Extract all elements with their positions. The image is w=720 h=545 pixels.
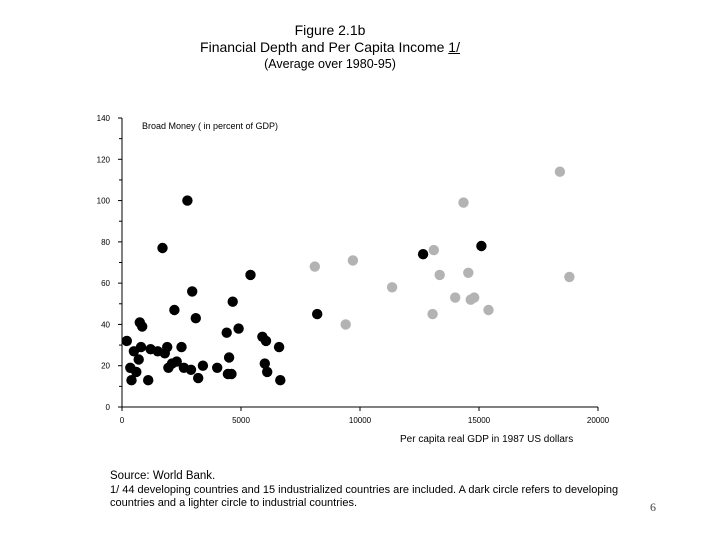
y-axis-label: Broad Money ( in percent of GDP) <box>142 121 278 131</box>
industrial-country-point <box>386 282 398 293</box>
x-tick-label: 0 <box>120 416 125 425</box>
y-tick-label: 0 <box>106 403 111 412</box>
developing-country-point <box>312 308 323 320</box>
y-tick-label: 80 <box>101 238 110 247</box>
developing-country-point <box>135 341 147 353</box>
figure-title: Financial Depth and Per Capita Income 1/ <box>0 39 660 56</box>
footnote-reference: 1/ <box>448 39 460 55</box>
developing-country-point <box>226 368 237 380</box>
y-tick-label: 60 <box>101 279 110 288</box>
x-axis-label: Per capita real GDP in 1987 US dollars <box>400 434 573 445</box>
industrial-country-point <box>463 267 474 278</box>
industrial-country-point <box>347 255 359 266</box>
developing-country-point <box>185 364 197 375</box>
axes-layer: 0 20 40 60 80 100 120 140 0 5000 10000 15000 20000 Br… <box>97 114 610 445</box>
developing-country-point <box>223 352 235 363</box>
developing-country-point <box>171 356 182 367</box>
industrial-country-point <box>469 292 480 303</box>
developing-country-point <box>212 362 223 373</box>
source-line: Source: World Bank. <box>110 470 216 482</box>
industrial-country-point <box>483 304 494 316</box>
source-notes: Source: World Bank. 1/ 44 developing cou… <box>110 470 630 510</box>
industrial-country-point <box>434 269 445 281</box>
developing-country-point <box>227 296 238 307</box>
developing-country-point <box>126 375 137 386</box>
developing-country-point <box>221 327 232 338</box>
developing-country-point <box>143 375 154 386</box>
developing-country-point <box>197 360 209 371</box>
developing-country-point <box>121 335 132 347</box>
figure-period: (Average over 1980-95) <box>264 57 396 71</box>
y-tick-label: 40 <box>101 320 110 329</box>
industrial-country-point <box>309 261 320 272</box>
industrial-country-point <box>340 319 351 330</box>
figure-number: Figure 2.1b <box>294 22 366 38</box>
developing-country-point <box>275 375 286 386</box>
developing-country-point <box>262 366 273 378</box>
developing-country-point <box>137 321 148 332</box>
developing-country-point <box>193 372 204 384</box>
developing-country-point <box>182 195 193 206</box>
developing-country-point <box>176 341 187 353</box>
developing-country-point <box>157 242 168 254</box>
developing-country-point <box>190 313 201 324</box>
y-tick-label: 20 <box>101 362 110 371</box>
industrial-country-point <box>564 271 575 283</box>
x-tick-label: 20000 <box>587 416 610 425</box>
industrial-country-point <box>428 244 439 256</box>
y-tick-label: 120 <box>97 155 111 164</box>
developing-country-point <box>169 304 180 316</box>
industrial-country-point <box>554 166 566 177</box>
industrial-country-point <box>427 308 438 320</box>
x-tick-label: 10000 <box>349 416 372 425</box>
developing-country-point <box>162 341 173 353</box>
developing-country-point <box>245 269 256 281</box>
figure-title-text: Financial Depth and Per Capita Income <box>200 39 449 55</box>
developing-country-point <box>476 240 487 252</box>
x-tick-label: 15000 <box>468 416 491 425</box>
developing-country-point <box>133 354 144 365</box>
y-tick-label: 140 <box>97 114 111 123</box>
y-tick-label: 100 <box>97 197 111 206</box>
developing-country-point <box>131 366 142 378</box>
footnote-text: 1/ 44 developing countries and 15 indust… <box>110 484 619 509</box>
figure-title-block: Figure 2.1b Financial Depth and Per Capi… <box>0 22 660 72</box>
industrial-country-point <box>458 197 469 208</box>
developing-country-point <box>259 358 270 369</box>
industrial-country-point <box>450 292 461 303</box>
developing-country-point <box>260 335 272 347</box>
developing-country-point <box>187 286 198 297</box>
developing-country-point <box>233 323 244 334</box>
x-tick-label: 5000 <box>232 416 250 425</box>
points-layer <box>121 166 575 386</box>
page-number: 6 <box>650 500 656 514</box>
developing-country-point <box>273 341 285 353</box>
developing-country-point <box>417 249 429 260</box>
